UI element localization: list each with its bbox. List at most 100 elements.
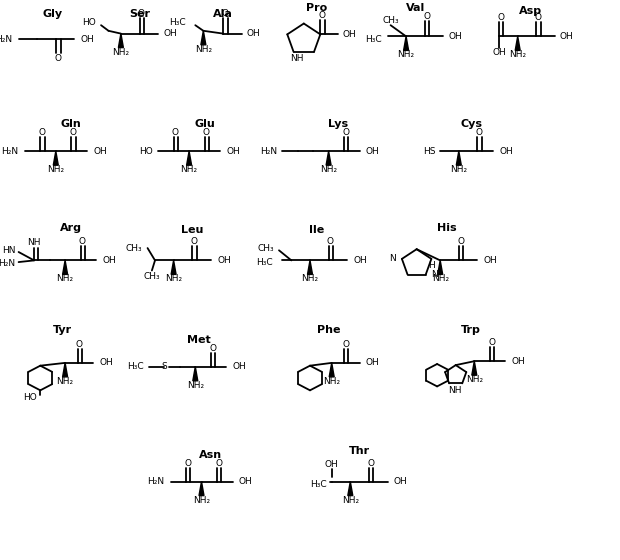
Text: OH: OH — [492, 48, 506, 57]
Text: NH₂: NH₂ — [466, 375, 483, 384]
Text: OH: OH — [247, 29, 260, 38]
Text: Gly: Gly — [43, 9, 63, 19]
Polygon shape — [201, 31, 206, 45]
Polygon shape — [515, 36, 520, 50]
Text: Ser: Ser — [129, 9, 150, 19]
Text: OH: OH — [325, 460, 339, 469]
Text: Cys: Cys — [460, 119, 482, 129]
Text: H₃C: H₃C — [169, 18, 186, 27]
Text: NH₂: NH₂ — [509, 50, 526, 59]
Text: O: O — [184, 459, 192, 468]
Text: OH: OH — [484, 256, 497, 265]
Text: NH₂: NH₂ — [56, 377, 74, 386]
Text: Asp: Asp — [518, 6, 542, 16]
Text: OH: OH — [102, 256, 116, 265]
Text: O: O — [69, 128, 77, 137]
Text: Thr: Thr — [349, 446, 370, 456]
Text: N: N — [431, 270, 438, 279]
Text: NH: NH — [448, 386, 461, 395]
Text: OH: OH — [163, 29, 177, 38]
Polygon shape — [472, 361, 477, 375]
Text: NH₂: NH₂ — [342, 496, 359, 505]
Text: OH: OH — [560, 32, 574, 41]
Text: OH: OH — [81, 35, 94, 44]
Text: OH: OH — [512, 357, 525, 366]
Polygon shape — [53, 151, 58, 165]
Text: NH: NH — [27, 238, 41, 247]
Text: NH₂: NH₂ — [323, 377, 340, 386]
Text: Trp: Trp — [461, 325, 481, 335]
Text: HO: HO — [140, 147, 153, 156]
Text: CH₃: CH₃ — [144, 272, 160, 281]
Text: OH: OH — [366, 147, 379, 156]
Text: OH: OH — [217, 256, 231, 265]
Polygon shape — [63, 363, 68, 377]
Text: Glu: Glu — [194, 119, 215, 129]
Text: O: O — [79, 237, 86, 246]
Text: H₂N: H₂N — [147, 477, 164, 486]
Polygon shape — [438, 260, 443, 274]
Text: O: O — [215, 459, 223, 468]
Text: S: S — [161, 362, 167, 371]
Text: NH₂: NH₂ — [193, 496, 210, 505]
Text: H₂N: H₂N — [0, 35, 12, 44]
Text: O: O — [55, 54, 62, 63]
Text: His: His — [436, 223, 456, 233]
Text: H₃C: H₃C — [256, 258, 273, 267]
Text: N: N — [389, 254, 396, 263]
Text: NH: NH — [290, 54, 303, 63]
Text: O: O — [190, 237, 198, 246]
Polygon shape — [308, 260, 312, 274]
Text: O: O — [342, 128, 350, 137]
Text: Gln: Gln — [61, 119, 82, 129]
Text: Lys: Lys — [328, 119, 348, 129]
Text: Ala: Ala — [213, 9, 233, 19]
Text: NH₂: NH₂ — [320, 165, 337, 174]
Text: Arg: Arg — [60, 223, 82, 233]
Text: O: O — [221, 9, 229, 18]
Polygon shape — [199, 482, 204, 496]
Text: HO: HO — [82, 18, 96, 27]
Text: H₂N: H₂N — [0, 259, 16, 268]
Text: O: O — [38, 128, 46, 137]
Text: CH₃: CH₃ — [126, 244, 143, 253]
Text: O: O — [138, 9, 145, 18]
Text: NH₂: NH₂ — [165, 274, 182, 283]
Text: O: O — [476, 128, 483, 137]
Text: NH₂: NH₂ — [180, 165, 198, 174]
Polygon shape — [329, 363, 334, 377]
Text: OH: OH — [99, 358, 113, 367]
Text: OH: OH — [394, 477, 407, 486]
Polygon shape — [171, 260, 176, 274]
Polygon shape — [404, 36, 409, 50]
Text: O: O — [423, 12, 430, 21]
Text: O: O — [327, 237, 334, 246]
Text: CH₃: CH₃ — [257, 244, 274, 253]
Text: H₃C: H₃C — [310, 480, 327, 489]
Text: NH₂: NH₂ — [432, 274, 449, 283]
Text: HO: HO — [24, 393, 37, 402]
Text: OH: OH — [93, 147, 107, 156]
Text: NH₂: NH₂ — [187, 381, 204, 390]
Text: O: O — [172, 128, 179, 137]
Text: OH: OH — [226, 147, 240, 156]
Text: HN: HN — [2, 246, 16, 255]
Text: O: O — [209, 344, 216, 353]
Polygon shape — [348, 482, 353, 496]
Text: HS: HS — [423, 147, 435, 156]
Text: OH: OH — [232, 362, 246, 371]
Text: O: O — [457, 237, 464, 246]
Text: H₂N: H₂N — [260, 147, 277, 156]
Polygon shape — [193, 367, 198, 381]
Text: H: H — [428, 261, 435, 270]
Text: O: O — [203, 128, 210, 137]
Text: NH₂: NH₂ — [47, 165, 64, 174]
Text: H₃C: H₃C — [127, 362, 144, 371]
Polygon shape — [187, 151, 192, 165]
Text: NH₂: NH₂ — [56, 274, 74, 283]
Text: O: O — [319, 11, 326, 20]
Polygon shape — [63, 260, 68, 274]
Text: OH: OH — [499, 147, 513, 156]
Text: O: O — [342, 340, 350, 349]
Text: OH: OH — [448, 32, 462, 41]
